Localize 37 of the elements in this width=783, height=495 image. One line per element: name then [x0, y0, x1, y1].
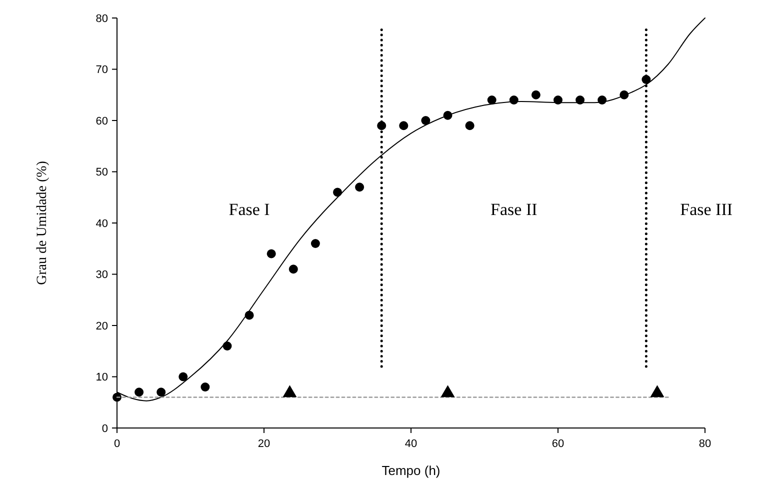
- y-tick-label: 70: [96, 64, 108, 76]
- point: [178, 372, 188, 382]
- point: [288, 264, 298, 274]
- point: [399, 121, 408, 130]
- x-tick-label: 80: [698, 438, 712, 450]
- y-tick-label: 50: [96, 166, 108, 179]
- point: [134, 388, 144, 397]
- point: [310, 239, 320, 248]
- y-tick-label: 20: [96, 320, 108, 332]
- point: [642, 75, 651, 84]
- point: [282, 385, 297, 398]
- x-tick-label: 60: [552, 438, 564, 450]
- y-tick-label: 10: [96, 372, 108, 384]
- x-axis-title: Tempo (h): [382, 463, 440, 478]
- y-tick-label: 0: [102, 422, 108, 435]
- y-tick-label: 40: [96, 218, 108, 230]
- point: [377, 121, 386, 130]
- point: [355, 182, 364, 192]
- point: [465, 121, 474, 130]
- x-tick-label: 40: [404, 438, 418, 450]
- point: [421, 116, 430, 125]
- annotation: Fase I: [228, 200, 270, 219]
- point: [200, 382, 210, 392]
- point: [156, 388, 166, 397]
- point: [440, 385, 455, 398]
- y-axis-title: Grau de Umidade (%): [35, 160, 50, 286]
- annotation: Fase II: [490, 200, 538, 219]
- y-tick-label: 30: [96, 269, 108, 282]
- y-tick-label: 60: [96, 115, 108, 128]
- point: [531, 90, 540, 100]
- point: [487, 96, 496, 104]
- point: [650, 385, 664, 398]
- x-tick-label: 0: [114, 438, 120, 450]
- x-tick-label: 20: [258, 438, 270, 450]
- annotation: Fase III: [680, 200, 733, 219]
- point: [266, 249, 276, 258]
- y-tick-label: 80: [96, 12, 108, 25]
